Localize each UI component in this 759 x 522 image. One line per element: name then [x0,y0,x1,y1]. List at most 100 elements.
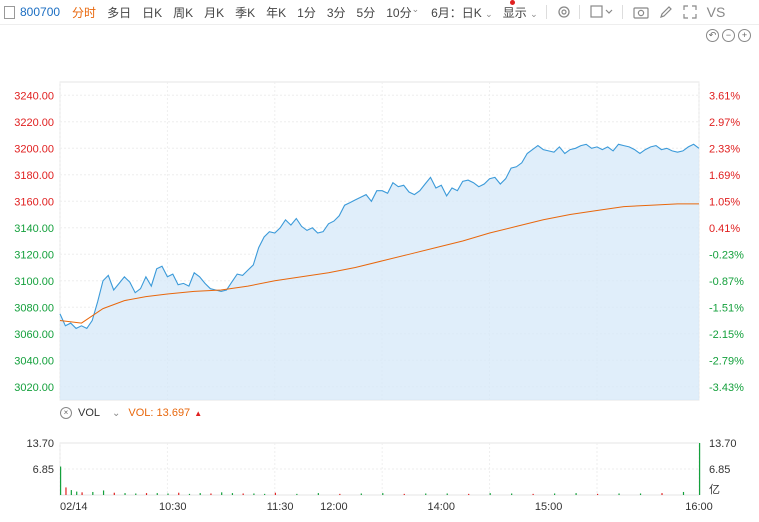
price-line [59,143,700,330]
chevron-down-icon[interactable]: ⌄ [112,407,121,419]
square-select-icon[interactable] [590,5,614,19]
volume-bar [339,493,341,495]
price-tick-label: 3120.00 [14,249,54,261]
undo-icon[interactable]: ↶ [706,29,719,42]
period-select[interactable]: 6月：日K ⌄ [431,4,493,21]
display-select[interactable]: 显示 ⌄ [503,4,538,21]
close-icon[interactable]: × [60,407,72,419]
volume-bar [317,493,319,495]
plot-frame [59,81,700,401]
volume-bar [575,493,577,495]
volume-tick-label: 6.85 [709,464,730,476]
volume-bar [699,443,701,495]
average-line [59,203,699,324]
price-tick-label: 3060.00 [14,329,54,341]
time-tick-label: 14:00 [427,501,455,513]
percent-tick-label: 2.97% [709,117,740,129]
percent-tick-label: -0.23% [709,249,744,261]
tab-6[interactable]: 年K [266,5,287,20]
volume-value: VOL: 13.697 [128,407,191,419]
up-triangle-icon: ▲ [194,408,203,418]
tab-9[interactable]: 5分 [356,5,376,20]
price-tick-label: 3080.00 [14,302,54,314]
volume-bar [274,492,276,495]
zoom-in-icon[interactable]: + [738,29,751,42]
chevron-down-icon: ⌄ [485,8,493,19]
percent-tick-label: 1.69% [709,170,740,182]
volume-bar [60,466,62,495]
volume-bar [264,493,266,495]
vs-button[interactable]: VS [706,4,726,20]
period-select-label: 6月：日K [431,5,482,20]
price-tick-label: 3160.00 [14,196,54,208]
divider [545,5,547,19]
gear-icon[interactable] [557,5,571,19]
volume-bar [596,493,599,495]
tab-1[interactable]: 多日 [107,5,132,20]
volume-bar [188,493,191,495]
chart-toolbar: 800700 分时 多日 日K 周K 月K 季K 年K 1分 3分 5分 10分 ⌄ 6月：日K ⌄… [0,0,759,25]
tab-7[interactable]: 1分 [297,5,316,20]
toggle-checkbox-icon[interactable] [4,5,15,19]
volume-bar [446,493,448,495]
volume-bar [382,493,384,495]
volume-bar [92,491,94,495]
tab-0[interactable]: 分时 [72,5,97,20]
tab-10[interactable]: 10分 [386,5,412,20]
volume-bar [468,493,470,495]
time-tick-label: 02/14 [60,501,88,513]
volume-bar [145,493,148,495]
price-area [60,144,699,400]
volume-bar [403,493,405,495]
time-tick-label: 11:30 [267,501,294,513]
volume-bar [76,491,78,495]
percent-tick-label: 1.05% [709,196,740,208]
tab-2[interactable]: 日K [142,5,163,20]
volume-bar [156,493,158,495]
pencil-icon[interactable] [659,5,673,19]
volume-frame [59,442,700,496]
volume-bar [661,493,663,495]
zoom-out-icon[interactable]: − [722,29,735,42]
price-tick-label: 3100.00 [14,276,54,288]
volume-bar [532,493,534,495]
price-tick-label: 3200.00 [14,143,54,155]
fullscreen-icon[interactable] [683,5,697,19]
percent-tick-label: 3.61% [709,90,740,102]
notification-dot [510,0,515,5]
volume-indicator-label: VOL [78,407,101,419]
volume-bar [124,493,126,495]
volume-bar [231,493,234,495]
chevron-down-icon[interactable]: ⌄ [411,3,420,14]
chevron-down-icon: ⌄ [530,8,538,19]
percent-tick-label: -2.79% [709,355,744,367]
time-tick-label: 12:00 [320,501,348,513]
volume-bar [682,491,685,495]
volume-header: × VOL ⌄ VOL: 13.697 ▲ [0,404,202,422]
volume-bar [178,492,180,495]
price-tick-label: 3020.00 [14,382,54,394]
percent-tick-label: 2.33% [709,143,740,155]
price-tick-label: 3240.00 [14,90,54,102]
tab-8[interactable]: 3分 [326,5,346,20]
stock-code: 800700 [20,5,61,19]
volume-bar [639,493,642,495]
volume-bar [253,493,255,495]
volume-bar [360,493,362,495]
display-label: 显示 [502,5,527,20]
volume-tick-label: 亿 [709,483,720,496]
divider [621,5,623,19]
tab-3[interactable]: 周K [173,5,194,20]
volume-bar [65,487,67,495]
volume-bar [135,493,137,495]
price-tick-label: 3220.00 [14,117,54,129]
tab-4[interactable]: 月K [204,5,225,20]
camera-icon[interactable] [633,5,649,19]
volume-bar [242,493,244,495]
volume-bar [425,493,427,495]
volume-bar [511,493,513,495]
volume-bar [210,493,212,495]
volume-bar [81,492,83,495]
tab-5[interactable]: 季K [235,5,256,20]
